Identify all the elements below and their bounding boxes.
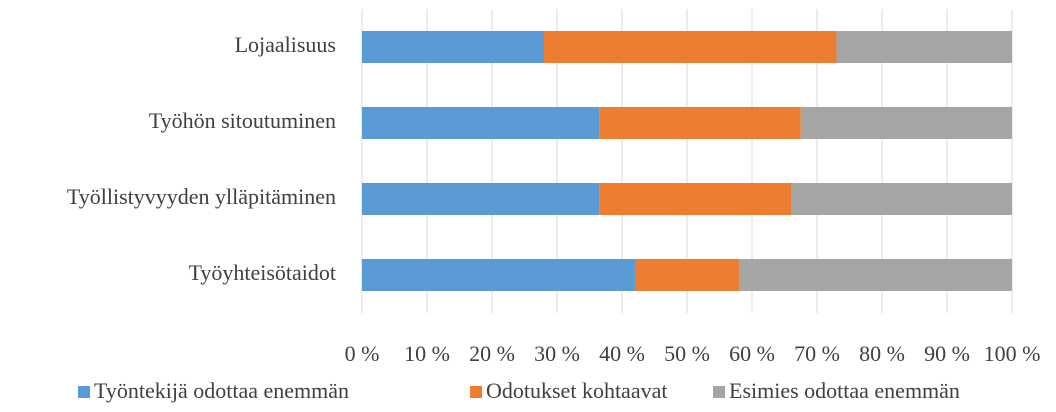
legend-label: Työntekijä odottaa enemmän [94, 378, 349, 403]
legend-swatch [78, 386, 90, 398]
bar-segment [599, 183, 791, 215]
y-tick-label: Työhön sitoutuminen [149, 108, 336, 133]
bar-segment [791, 183, 1012, 215]
x-tick-label: 10 % [404, 341, 450, 366]
bar-segment [635, 259, 739, 291]
x-tick-label: 80 % [859, 341, 905, 366]
x-tick-label: 30 % [534, 341, 580, 366]
y-tick-label: Lojaalisuus [235, 32, 336, 57]
y-tick-label: Työyhteisötaidot [188, 260, 336, 285]
bar-segment [362, 107, 600, 139]
x-tick-label: 100 % [984, 341, 1041, 366]
x-tick-label: 0 % [345, 341, 380, 366]
x-tick-label: 40 % [599, 341, 645, 366]
bar-segment [599, 107, 801, 139]
legend-swatch [713, 386, 725, 398]
x-tick-label: 20 % [469, 341, 515, 366]
bar-segment [739, 259, 1012, 291]
bar-segment [836, 31, 1012, 63]
bar-segment [362, 31, 544, 63]
bar-segment [800, 107, 1012, 139]
bar-segment [362, 183, 600, 215]
legend-swatch [470, 386, 482, 398]
bar-segment [544, 31, 837, 63]
x-tick-label: 90 % [924, 341, 970, 366]
legend-label: Esimies odottaa enemmän [729, 378, 960, 403]
y-tick-label: Työllistyvyyden ylläpitäminen [67, 184, 336, 209]
bar-segment [362, 259, 635, 291]
legend-label: Odotukset kohtaavat [486, 378, 667, 403]
x-tick-label: 50 % [664, 341, 710, 366]
x-tick-label: 60 % [729, 341, 775, 366]
x-tick-label: 70 % [794, 341, 840, 366]
